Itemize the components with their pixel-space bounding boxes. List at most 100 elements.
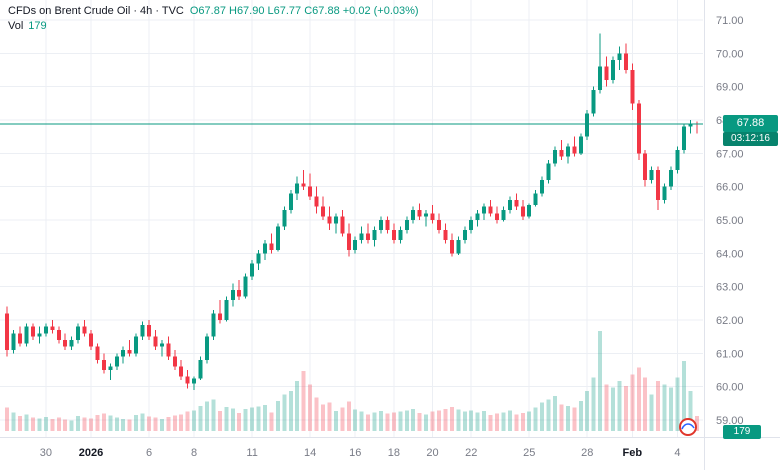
volume-bar (404, 410, 409, 431)
volume-bar (591, 377, 596, 431)
time-tick-label: 16 (349, 447, 361, 459)
candle (127, 350, 132, 354)
time-tick-label: 4 (674, 447, 680, 459)
volume-bar (417, 413, 422, 431)
candle (224, 300, 229, 320)
volume-bar (443, 409, 448, 431)
gridlines (0, 0, 703, 437)
volume-bar (482, 411, 487, 431)
candle (372, 230, 377, 240)
candle (404, 220, 409, 230)
volume-axis-badge: 179 (723, 425, 761, 439)
volume-bar (321, 404, 325, 431)
time-tick-label: 25 (523, 447, 535, 459)
volume-bar (385, 413, 390, 431)
time-axis[interactable] (0, 438, 704, 470)
candle (179, 366, 184, 377)
candle (101, 360, 106, 370)
candle (205, 336, 209, 360)
chart-legend[interactable]: CFDs on Brent Crude Oil · 4h · TVC O67.87… (8, 5, 419, 17)
candle (256, 253, 261, 264)
time-tick-label: 28 (581, 447, 593, 459)
volume-bar (108, 415, 113, 431)
volume-bar (681, 361, 686, 431)
candle (24, 326, 29, 344)
volume-bar (179, 414, 184, 431)
volume-bar (488, 415, 493, 431)
candle (69, 340, 74, 347)
candle (314, 196, 319, 207)
volume-bar (140, 413, 145, 431)
candle (636, 103, 641, 154)
volume-bar (282, 394, 287, 431)
candle (243, 276, 248, 297)
volume-bar (411, 409, 416, 431)
price-tick-label: 60.00 (716, 382, 744, 394)
volume-bar (662, 384, 667, 431)
candle (591, 90, 596, 114)
time-tick-label: 30 (40, 447, 52, 459)
volume-bar (507, 410, 512, 431)
volume-bar (31, 417, 35, 431)
volume-bar (546, 399, 551, 431)
volume-bar (636, 367, 641, 431)
volume-bar (82, 417, 87, 431)
countdown-badge: 03:12:16 (723, 132, 778, 146)
candle (585, 113, 590, 137)
time-axis-labels: 30 2026 6 8 11 14 16 18 20 22 25 28 Feb 4 (40, 447, 681, 459)
time-tick-label: 14 (304, 447, 316, 459)
volume-bar (95, 415, 100, 431)
candle (89, 333, 93, 347)
volume-bar (353, 409, 358, 431)
candle (172, 356, 177, 367)
symbol-title[interactable]: CFDs on Brent Crude Oil · 4h · TVC (8, 5, 184, 17)
candle (688, 123, 693, 127)
volume-bar (462, 411, 467, 431)
candle (681, 126, 686, 150)
volume-bar (76, 416, 81, 431)
time-tick-label: 20 (426, 447, 438, 459)
price-axis[interactable] (705, 0, 780, 437)
volume-bar (372, 412, 377, 431)
volume-bar (430, 411, 435, 431)
volume-bar (514, 414, 519, 431)
volume-bar (166, 417, 171, 431)
volume-bar (572, 407, 577, 431)
volume-bar (688, 391, 693, 431)
candle (482, 206, 487, 214)
volume-bar (340, 407, 345, 431)
volume-bar (127, 419, 132, 431)
volume-bar (69, 420, 74, 431)
candle (321, 206, 325, 217)
volume-bar (366, 414, 371, 431)
price-tick-label: 59.00 (716, 415, 744, 427)
volume-bar (217, 411, 222, 431)
volume-bar (598, 331, 603, 431)
volume-legend[interactable]: Vol 179 (8, 20, 47, 32)
price-tick-label: 65.00 (716, 215, 744, 227)
volume-bar (50, 419, 55, 431)
volume-bar (56, 417, 61, 431)
candle (340, 216, 345, 234)
volume-bar (159, 419, 164, 431)
candle (553, 150, 557, 164)
volume-bar (301, 371, 306, 431)
candle (437, 220, 441, 230)
candle (288, 193, 293, 210)
volume-bar (89, 418, 93, 431)
candle (643, 153, 648, 180)
volume-bar (540, 402, 545, 431)
candle (198, 360, 203, 379)
candle (153, 336, 158, 347)
candle (456, 240, 461, 254)
volume-bar (172, 415, 177, 431)
price-tick-label: 64.00 (716, 248, 744, 260)
candle (250, 263, 255, 277)
candle (533, 193, 538, 205)
price-tick-label: 62.00 (716, 315, 744, 327)
candle (507, 200, 512, 210)
candle (18, 333, 23, 344)
volume-bar (243, 409, 248, 431)
volume-bar (527, 411, 532, 431)
